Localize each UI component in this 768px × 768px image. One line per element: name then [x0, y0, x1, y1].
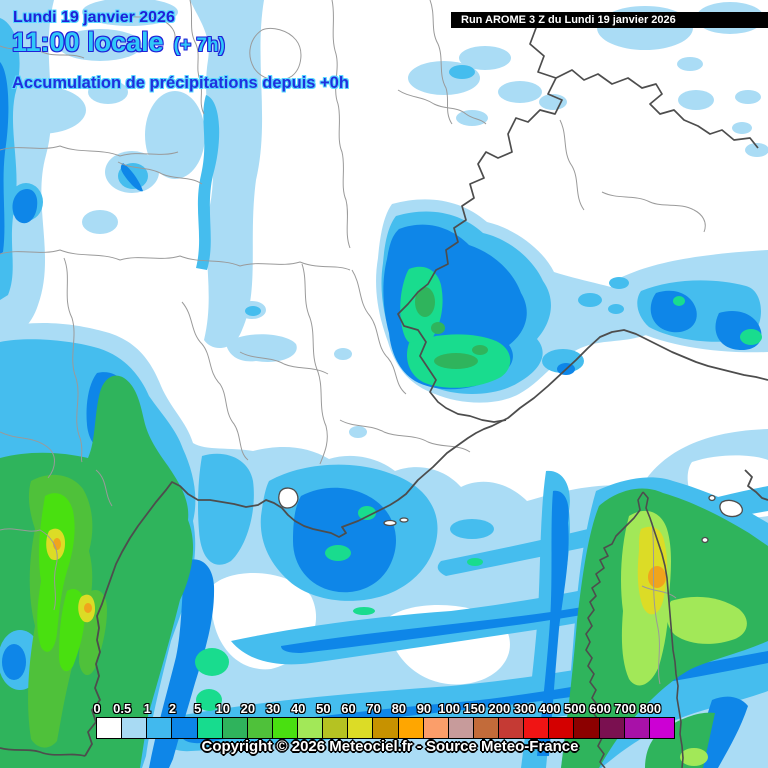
legend-swatch	[523, 717, 550, 739]
legend-tick-label: 200	[488, 701, 511, 716]
department-boundaries	[0, 0, 706, 685]
legend-tick-label: 60	[341, 701, 356, 716]
legend-tick-label: 10	[215, 701, 230, 716]
legend-swatch	[171, 717, 198, 739]
legend-swatch	[573, 717, 600, 739]
legend-swatch	[146, 717, 173, 739]
legend-tick-label: 40	[290, 701, 306, 716]
legend: 0 0.5 1 2 5 10 20 30 40 50 60 70 80 90 100 150 200 300 400…	[93, 701, 675, 739]
legend-swatch	[196, 717, 223, 739]
legend-swatch	[96, 717, 123, 739]
legend-swatch	[322, 717, 349, 739]
forecast-offset: (+ 7h)	[173, 35, 225, 56]
legend-tick-label: 0.5	[113, 701, 132, 716]
legend-swatch	[498, 717, 525, 739]
legend-swatches	[96, 717, 675, 739]
legend-tick-label: 90	[416, 701, 432, 716]
legend-swatch	[297, 717, 324, 739]
map-subtitle: Accumulation de précipitations depuis +0…	[12, 74, 349, 92]
legend-tick-label: 20	[240, 701, 256, 716]
coastline	[84, 329, 768, 757]
legend-swatch	[347, 717, 374, 739]
legend-tick-label: 600	[589, 701, 611, 716]
legend-swatch	[422, 717, 449, 739]
legend-tick-label: 2	[168, 701, 177, 716]
legend-tick-label: 400	[538, 701, 561, 716]
legend-swatch	[121, 717, 148, 739]
legend-tick-label: 100	[438, 701, 460, 716]
legend-tick-label: 800	[639, 701, 662, 716]
legend-tick-label: 700	[614, 701, 636, 716]
legend-tick-label: 80	[391, 701, 407, 716]
national-borders	[0, 13, 759, 757]
legend-swatch	[472, 717, 499, 739]
legend-swatch	[397, 717, 424, 739]
time-value: 11:00 locale	[12, 27, 164, 57]
legend-tick-label: 150	[463, 701, 486, 716]
legend-tick-label: 70	[366, 701, 381, 716]
legend-tick-label: 0	[93, 701, 101, 716]
islands	[278, 487, 743, 544]
copyright-text: Copyright © 2026 Meteociel.fr - Source M…	[201, 738, 579, 755]
legend-swatch	[548, 717, 575, 739]
legend-tick-label: 1	[143, 701, 151, 716]
legend-tick-label: 500	[563, 701, 586, 716]
legend-swatch	[372, 717, 399, 739]
legend-tick-label: 50	[316, 701, 331, 716]
legend-swatch	[447, 717, 474, 739]
legend-swatch	[623, 717, 650, 739]
legend-labels: 0 0.5 1 2 5 10 20 30 40 50 60 70 80 90 100 150 200 300 400…	[93, 701, 675, 717]
legend-swatch	[246, 717, 273, 739]
time-title: 11:00 locale (+ 7h)	[12, 27, 225, 58]
legend-swatch	[648, 717, 675, 739]
legend-swatch	[221, 717, 248, 739]
date-title: Lundi 19 janvier 2026	[13, 9, 175, 26]
legend-tick-label: 5	[193, 701, 202, 716]
run-info-banner: Run AROME 3 Z du Lundi 19 janvier 2026	[451, 12, 768, 28]
legend-tick-label: 30	[265, 701, 281, 716]
legend-swatch	[271, 717, 298, 739]
legend-swatch	[598, 717, 625, 739]
legend-tick-label: 300	[513, 701, 536, 716]
